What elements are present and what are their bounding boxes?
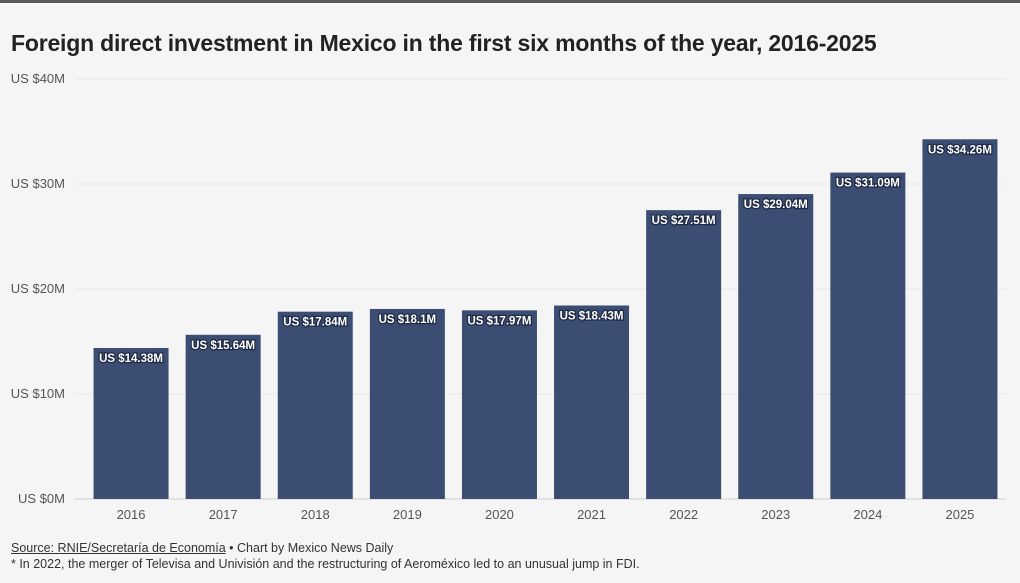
- chart-title: Foreign direct investment in Mexico in t…: [11, 30, 877, 56]
- source-link[interactable]: Source: RNIE/Secretaría de Economía: [11, 541, 226, 555]
- data-label: US $17.84M: [283, 317, 347, 329]
- x-tick-label: 2024: [853, 507, 882, 522]
- data-label: US $15.64M: [191, 340, 255, 352]
- data-labels: US $14.38M US $15.64M US $17.84M US $18.1M U…: [98, 143, 993, 366]
- bar: [461, 310, 537, 499]
- data-label: US $18.1M: [379, 314, 437, 326]
- x-tick-label: 2019: [393, 507, 422, 522]
- x-tick-label: 2020: [485, 507, 514, 522]
- chart-footer: Source: RNIE/Secretaría de Economía • Ch…: [11, 540, 640, 572]
- x-tick-label: 2018: [301, 507, 330, 522]
- footnote: * In 2022, the merger of Televisa and Un…: [11, 557, 640, 571]
- data-label: US $27.51M: [652, 215, 716, 227]
- source-line: Source: RNIE/Secretaría de Economía • Ch…: [11, 540, 640, 556]
- bar: [554, 305, 630, 499]
- bar: [922, 139, 998, 499]
- x-axis-ticks: 2016 2017 2018 2019 2020 2021 2022 2023 2024 2025: [117, 507, 975, 522]
- y-tick-label: US $20M: [11, 281, 65, 296]
- x-tick-label: 2022: [669, 507, 698, 522]
- y-axis-ticks: US $0M US $10M US $20M US $30M US $40M: [11, 71, 65, 506]
- y-tick-label: US $10M: [11, 386, 65, 401]
- bar: [369, 308, 445, 499]
- data-label: US $14.38M: [99, 353, 163, 365]
- x-tick-label: 2016: [117, 507, 146, 522]
- x-tick-label: 2021: [577, 507, 606, 522]
- bar: [646, 210, 722, 499]
- data-label: US $17.97M: [467, 315, 531, 327]
- y-tick-label: US $30M: [11, 176, 65, 191]
- bars: [93, 139, 998, 499]
- x-tick-label: 2023: [761, 507, 790, 522]
- bar: [830, 172, 906, 499]
- bar: [93, 348, 169, 499]
- data-label: US $18.43M: [560, 310, 624, 322]
- data-label: US $34.26M: [928, 144, 992, 156]
- bar-chart: US $0M US $10M US $20M US $30M US $40M US $1…: [11, 71, 1006, 522]
- bar: [185, 334, 261, 499]
- y-tick-label: US $0M: [18, 491, 65, 506]
- data-label: US $31.09M: [836, 178, 900, 190]
- top-rule: [0, 0, 1020, 3]
- data-label: US $29.04M: [744, 199, 808, 211]
- bar: [738, 194, 814, 499]
- x-tick-label: 2017: [209, 507, 238, 522]
- x-tick-label: 2025: [945, 507, 974, 522]
- bar: [277, 311, 353, 499]
- y-tick-label: US $40M: [11, 71, 65, 86]
- chart-credit: • Chart by Mexico News Daily: [225, 541, 394, 555]
